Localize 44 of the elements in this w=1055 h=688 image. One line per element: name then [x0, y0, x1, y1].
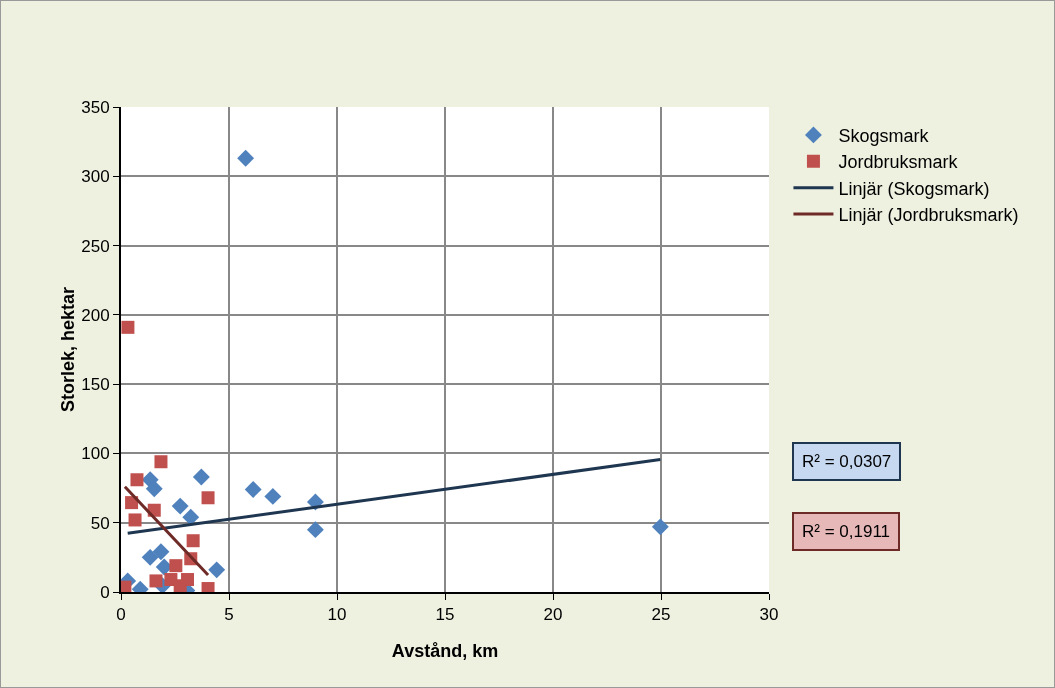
point	[237, 149, 255, 167]
point	[128, 513, 142, 527]
x-tick-label: 5	[224, 605, 234, 625]
point	[186, 534, 200, 548]
x-axis-title: Avstånd, km	[391, 641, 499, 661]
point	[201, 491, 215, 505]
point	[244, 481, 262, 498]
text: R² = 0,1911	[802, 522, 891, 541]
point	[169, 559, 183, 573]
point	[145, 480, 163, 498]
point	[182, 508, 200, 526]
y-tick-label: 200	[81, 305, 110, 325]
point	[264, 487, 282, 505]
y-tick-label: 150	[81, 375, 110, 395]
point	[130, 473, 144, 487]
point	[121, 320, 135, 334]
x-tick-label: 30	[759, 605, 779, 625]
point	[651, 518, 669, 536]
point	[173, 579, 187, 592]
x-tick-label: 20	[543, 605, 563, 625]
point	[149, 574, 163, 588]
y-tick-label: 100	[81, 444, 110, 464]
legend-label: Jordbruksmark	[838, 152, 959, 173]
point	[141, 548, 159, 566]
x-tick-label: 25	[651, 605, 671, 625]
x-tick-label: 10	[327, 605, 347, 625]
y-tick-label: 250	[81, 236, 110, 256]
text: R² = 0,0307	[802, 452, 892, 471]
y-tick-label: 350	[81, 97, 110, 117]
point	[152, 543, 170, 561]
point	[171, 497, 189, 515]
legend-label: Linjär (Jordbruksmark)	[838, 205, 1019, 226]
legend-label: Skogsmark	[838, 125, 930, 146]
point	[192, 468, 210, 486]
point	[154, 455, 168, 469]
y-tick-label: 300	[81, 167, 110, 187]
point	[306, 521, 324, 539]
y-tick-label: 0	[100, 582, 110, 602]
point	[208, 561, 226, 579]
x-tick-label: 15	[435, 605, 455, 625]
legend-label: Linjär (Skogsmark)	[838, 178, 990, 199]
y-axis-title: Storlek, hektar	[58, 286, 78, 413]
x-tick-label: 0	[116, 605, 126, 625]
y-tick-label: 50	[90, 513, 110, 533]
